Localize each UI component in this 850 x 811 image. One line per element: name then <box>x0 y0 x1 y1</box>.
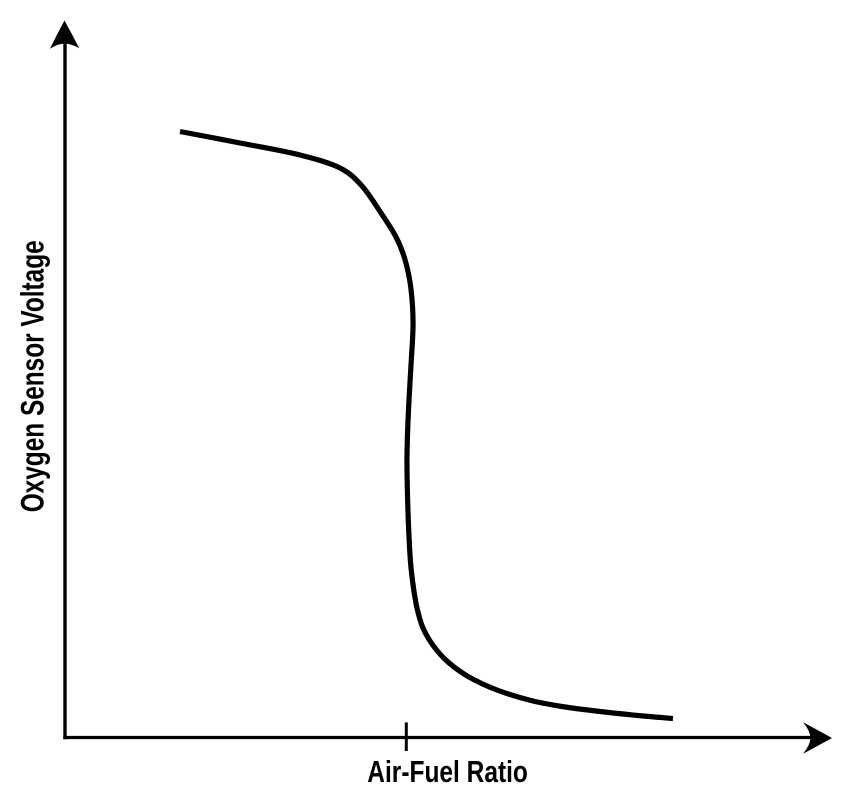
svg-text:Air-Fuel Ratio: Air-Fuel Ratio <box>367 754 528 789</box>
svg-text:Oxygen Sensor Voltage: Oxygen Sensor Voltage <box>14 240 50 512</box>
